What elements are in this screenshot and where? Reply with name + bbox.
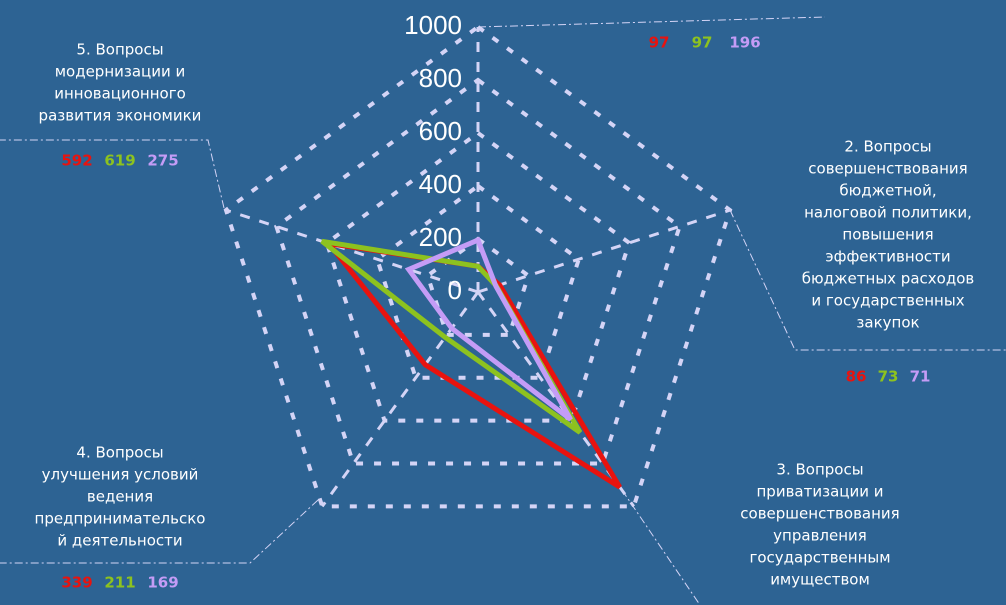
value-label: 73 (878, 368, 899, 386)
r-tick-label: 400 (419, 169, 462, 199)
category-label: 4. Вопросы (76, 444, 163, 462)
grid-ring (223, 24, 733, 509)
value-label: 339 (61, 574, 92, 592)
category-label: совершенствования (740, 505, 899, 523)
spoke (225, 208, 479, 294)
category-label: бюджетных расходов (802, 270, 974, 288)
r-tick-label: 200 (419, 222, 462, 252)
value-label: 97 (692, 34, 713, 52)
value-label: 619 (104, 152, 135, 170)
category-label: имуществом (770, 571, 870, 589)
category-label: эффективности (825, 248, 950, 266)
value-label: 169 (147, 574, 178, 592)
category-label: 5. Вопросы (76, 41, 163, 59)
grid-ring (324, 130, 632, 423)
grid-ring (374, 183, 582, 380)
value-label: 86 (846, 368, 867, 386)
leader-line (0, 499, 319, 564)
category-label: управления (773, 527, 867, 545)
r-tick-label: 0 (448, 275, 462, 305)
category-label: и государственных (811, 292, 964, 310)
category-label: закупок (856, 314, 919, 332)
value-label: 97 (649, 34, 670, 52)
category-label: 3. Вопросы (776, 461, 863, 479)
value-label: 211 (104, 574, 135, 592)
value-label: 592 (61, 152, 92, 170)
leader-line (477, 16, 826, 28)
category-label: налоговой политики, (804, 204, 972, 222)
category-label: 2. Вопросы (844, 138, 931, 156)
leader-line (0, 139, 225, 209)
category-label: государственным (749, 549, 890, 567)
r-tick-label: 600 (419, 116, 462, 146)
spoke (321, 291, 480, 508)
leader-line (621, 489, 701, 605)
category-label: улучшения условий (42, 466, 199, 484)
category-label: модернизации и (55, 63, 186, 81)
r-tick-label: 1000 (404, 10, 462, 40)
category-label: предпринимательско (35, 510, 206, 528)
category-label: развития экономики (39, 107, 202, 125)
spoke (477, 208, 731, 294)
r-tick-label: 800 (419, 63, 462, 93)
category-label: бюджетной, (839, 182, 936, 200)
leader-line (729, 209, 1006, 351)
category-label: повышения (842, 226, 933, 244)
value-label: 71 (910, 368, 931, 386)
category-label: ведения (87, 488, 153, 506)
category-label: приватизации и (757, 483, 884, 501)
category-label: инновационного (54, 85, 186, 103)
category-label: совершенствования (808, 160, 967, 178)
series-line (404, 236, 573, 422)
category-label: й деятельности (57, 532, 182, 550)
value-label: 196 (729, 34, 760, 52)
value-label: 275 (147, 152, 178, 170)
